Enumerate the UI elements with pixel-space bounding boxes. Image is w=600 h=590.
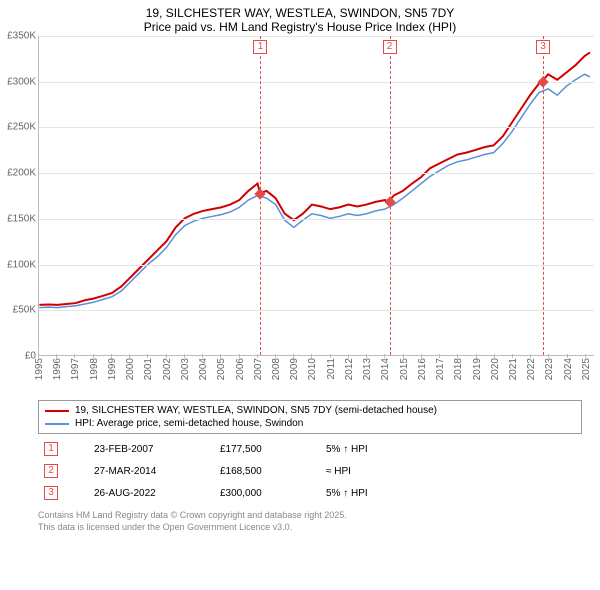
gridline <box>39 265 594 266</box>
annotation-row: 2 27-MAR-2014 £168,500 ≈ HPI <box>38 460 582 482</box>
x-axis-tick: 2020 <box>490 358 501 380</box>
legend-label: HPI: Average price, semi-detached house,… <box>75 418 303 429</box>
legend-item: 19, SILCHESTER WAY, WESTLEA, SWINDON, SN… <box>45 404 575 417</box>
annotation-number: 2 <box>44 464 58 478</box>
annotation-price: £168,500 <box>220 466 290 477</box>
x-axis-tick: 2011 <box>326 358 337 380</box>
x-axis-tick: 2021 <box>508 358 519 380</box>
y-axis-tick: £150K <box>7 213 36 224</box>
title-line-1: 19, SILCHESTER WAY, WESTLEA, SWINDON, SN… <box>4 6 596 20</box>
x-axis-tick: 1997 <box>70 358 81 380</box>
series-price_paid <box>39 52 590 304</box>
legend-swatch <box>45 410 69 412</box>
x-axis-tick: 2025 <box>581 358 592 380</box>
x-axis-tick: 2019 <box>472 358 483 380</box>
marker-label: 3 <box>536 40 550 54</box>
x-axis-tick: 2006 <box>235 358 246 380</box>
gridline <box>39 127 594 128</box>
x-axis-tick: 2022 <box>526 358 537 380</box>
annotation-row: 3 26-AUG-2022 £300,000 5% ↑ HPI <box>38 482 582 504</box>
annotation-price: £177,500 <box>220 444 290 455</box>
legend-item: HPI: Average price, semi-detached house,… <box>45 417 575 430</box>
x-axis-tick: 2018 <box>453 358 464 380</box>
legend-label: 19, SILCHESTER WAY, WESTLEA, SWINDON, SN… <box>75 405 437 416</box>
x-axis: 1995199619971998199920002001200220032004… <box>38 358 594 396</box>
footer-line-1: Contains HM Land Registry data © Crown c… <box>38 510 582 522</box>
gridline <box>39 36 594 37</box>
x-axis-tick: 2008 <box>271 358 282 380</box>
annotation-row: 1 23-FEB-2007 £177,500 5% ↑ HPI <box>38 438 582 460</box>
x-axis-tick: 2012 <box>344 358 355 380</box>
footer-attribution: Contains HM Land Registry data © Crown c… <box>38 510 582 533</box>
annotation-hpi: ≈ HPI <box>326 466 351 477</box>
x-axis-tick: 1996 <box>52 358 63 380</box>
annotation-number: 1 <box>44 442 58 456</box>
marker-label: 2 <box>383 40 397 54</box>
x-axis-tick: 2017 <box>435 358 446 380</box>
legend-box: 19, SILCHESTER WAY, WESTLEA, SWINDON, SN… <box>38 400 582 434</box>
annotation-table: 1 23-FEB-2007 £177,500 5% ↑ HPI 2 27-MAR-2014… <box>38 438 582 504</box>
series-hpi <box>39 74 590 307</box>
x-axis-tick: 2004 <box>198 358 209 380</box>
y-axis: £0£50K£100K£150K£200K£250K£300K£350K <box>0 36 38 356</box>
x-axis-tick: 1999 <box>107 358 118 380</box>
x-axis-tick: 1995 <box>34 358 45 380</box>
x-axis-tick: 2001 <box>143 358 154 380</box>
x-axis-tick: 2010 <box>307 358 318 380</box>
gridline <box>39 219 594 220</box>
y-axis-tick: £200K <box>7 168 36 179</box>
y-axis-tick: £250K <box>7 122 36 133</box>
chart-area: £0£50K£100K£150K£200K£250K£300K£350K 123… <box>0 36 600 396</box>
y-axis-tick: £350K <box>7 31 36 42</box>
x-axis-tick: 2013 <box>362 358 373 380</box>
x-axis-tick: 2002 <box>162 358 173 380</box>
x-axis-tick: 2015 <box>399 358 410 380</box>
x-axis-tick: 2014 <box>380 358 391 380</box>
x-axis-tick: 1998 <box>89 358 100 380</box>
x-axis-tick: 2005 <box>216 358 227 380</box>
marker-label: 1 <box>253 40 267 54</box>
annotation-hpi: 5% ↑ HPI <box>326 488 368 499</box>
gridline <box>39 173 594 174</box>
annotation-date: 23-FEB-2007 <box>94 444 184 455</box>
annotation-date: 27-MAR-2014 <box>94 466 184 477</box>
y-axis-tick: £100K <box>7 259 36 270</box>
x-axis-tick: 2023 <box>544 358 555 380</box>
chart-title-block: 19, SILCHESTER WAY, WESTLEA, SWINDON, SN… <box>0 0 600 36</box>
y-axis-tick: £300K <box>7 76 36 87</box>
annotation-hpi: 5% ↑ HPI <box>326 444 368 455</box>
title-line-2: Price paid vs. HM Land Registry's House … <box>4 20 596 34</box>
annotation-number: 3 <box>44 486 58 500</box>
x-axis-tick: 2000 <box>125 358 136 380</box>
y-axis-tick: £50K <box>13 305 36 316</box>
gridline <box>39 310 594 311</box>
gridline <box>39 82 594 83</box>
x-axis-tick: 2007 <box>253 358 264 380</box>
annotation-date: 26-AUG-2022 <box>94 488 184 499</box>
footer-line-2: This data is licensed under the Open Gov… <box>38 522 582 534</box>
x-axis-tick: 2003 <box>180 358 191 380</box>
x-axis-tick: 2009 <box>289 358 300 380</box>
x-axis-tick: 2016 <box>417 358 428 380</box>
x-axis-tick: 2024 <box>563 358 574 380</box>
annotation-price: £300,000 <box>220 488 290 499</box>
legend-swatch <box>45 423 69 425</box>
chart-svg <box>39 36 594 355</box>
plot-area: 1 2 3 <box>38 36 594 356</box>
